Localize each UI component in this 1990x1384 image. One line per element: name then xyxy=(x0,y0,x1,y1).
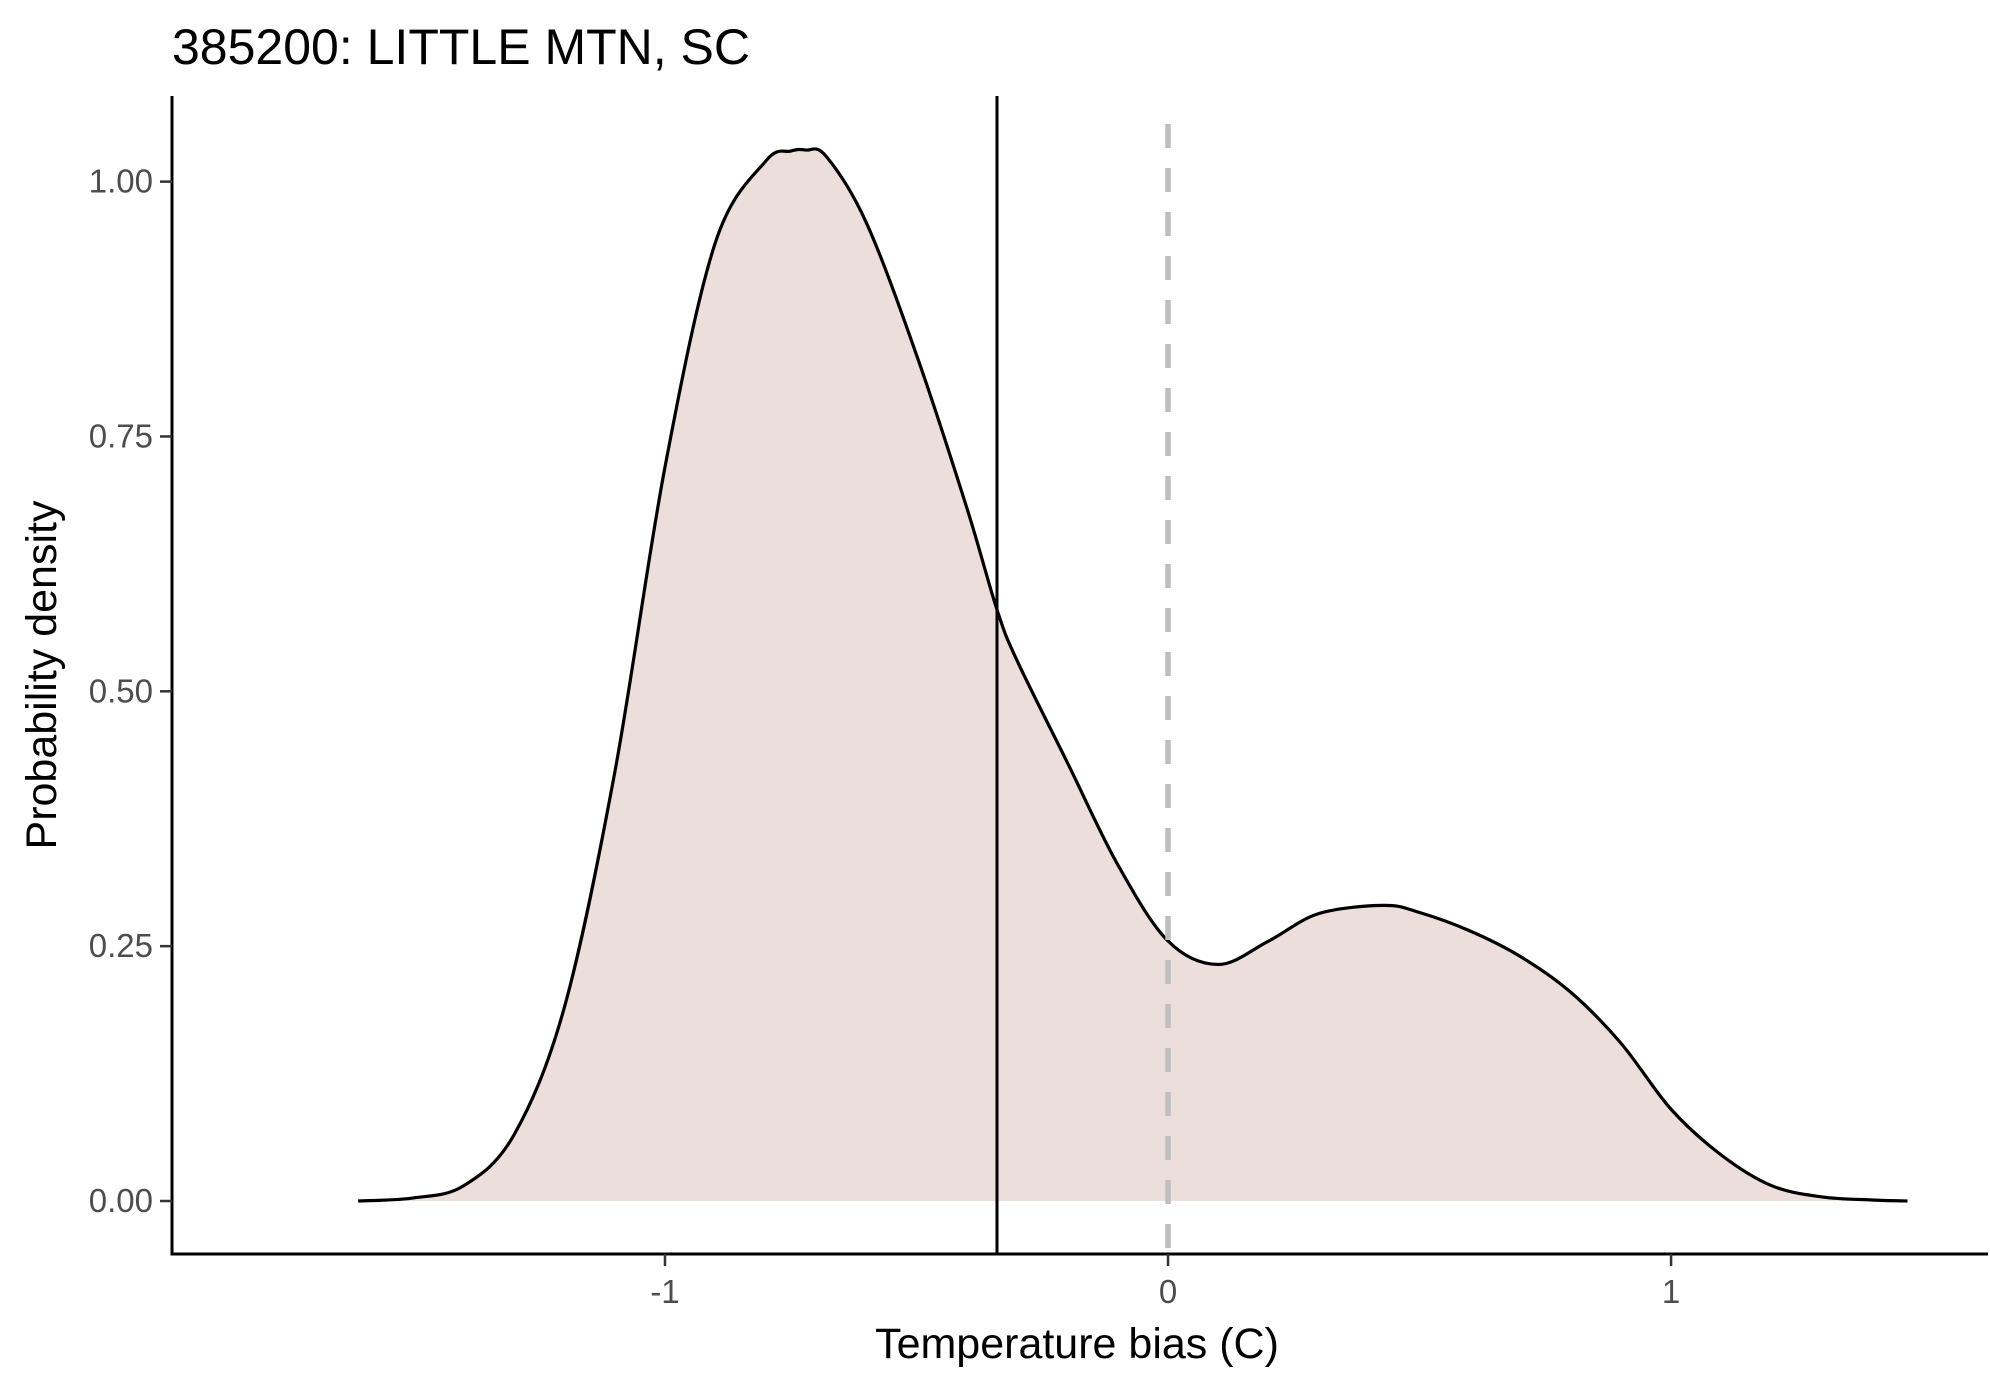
y-tick-label: 1.00 xyxy=(89,163,153,200)
x-axis-title: Temperature bias (C) xyxy=(875,1320,1279,1368)
axes: 0.00 0.25 0.50 0.75 1.00 -1 0 1 xyxy=(89,96,1988,1310)
chart-title: 385200: LITTLE MTN, SC xyxy=(172,19,750,75)
plot-area xyxy=(358,96,1908,1254)
x-tick-label: 0 xyxy=(1159,1273,1177,1310)
x-tick-label: -1 xyxy=(650,1273,679,1310)
y-tick-label: 0.00 xyxy=(89,1182,153,1219)
density-area xyxy=(358,148,1908,1201)
y-tick-label: 0.50 xyxy=(89,672,153,709)
y-tick-label: 0.25 xyxy=(89,927,153,964)
x-tick-label: 1 xyxy=(1662,1273,1680,1310)
y-tick-label: 0.75 xyxy=(89,417,153,454)
y-axis-title: Probability density xyxy=(18,500,66,849)
density-curve xyxy=(358,147,1908,1203)
